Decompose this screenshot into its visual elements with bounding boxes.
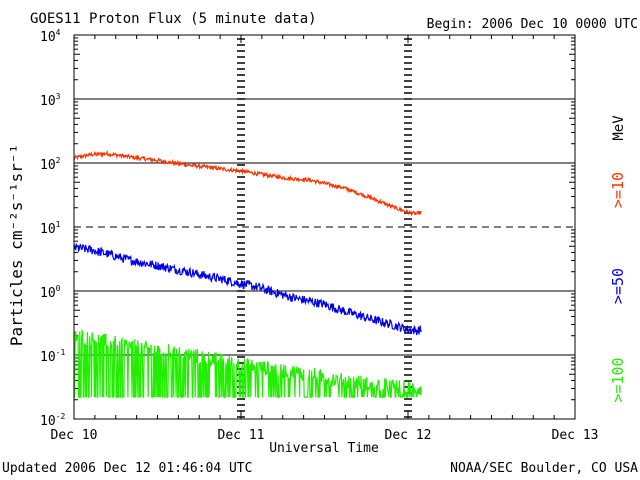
data-series xyxy=(73,149,422,398)
x-tick-label: Dec 10 xyxy=(51,428,98,443)
y-axis-label: Particles cm⁻²s⁻¹sr⁻¹ xyxy=(7,144,26,346)
x-tick-label: Dec 12 xyxy=(385,428,432,443)
begin-label: Begin: 2006 Dec 10 0000 UTC xyxy=(427,17,638,32)
x-axis-label: Universal Time xyxy=(269,441,379,456)
y-tick-labels: 10-2 10-1 100 101 102 103 104 xyxy=(40,28,65,429)
y-tick-label: 104 xyxy=(40,28,61,45)
grid-lines xyxy=(74,98,575,356)
y-tick-label: 10-1 xyxy=(40,348,65,365)
x-tick-labels: Dec 10 Dec 11 Dec 12 Dec 13 xyxy=(51,428,599,443)
series-label-ge50: >=50 xyxy=(609,268,627,304)
x-tick-label: Dec 11 xyxy=(218,428,265,443)
y-tick-label: 100 xyxy=(40,284,61,301)
credit-label: NOAA/SEC Boulder, CO USA xyxy=(450,461,638,476)
series-line-2 xyxy=(73,243,422,336)
x-tick-label: Dec 13 xyxy=(552,428,599,443)
series-label-ge100: >=100 xyxy=(609,357,627,402)
series-label-ge10: >=10 xyxy=(609,172,627,208)
updated-timestamp: Updated 2006 Dec 12 01:46:04 UTC xyxy=(2,461,252,476)
y-tick-label: 101 xyxy=(40,220,61,237)
y-tick-label: 102 xyxy=(40,156,61,173)
series-line-3 xyxy=(74,328,422,398)
y-tick-label: 10-2 xyxy=(40,412,65,429)
y-tick-label: 103 xyxy=(40,92,61,109)
tick-marks xyxy=(73,35,576,419)
chart-title: GOES11 Proton Flux (5 minute data) xyxy=(30,11,317,27)
plot-frame xyxy=(73,34,576,420)
unit-label-mev: MeV xyxy=(611,115,627,141)
series-line-1 xyxy=(73,149,422,217)
